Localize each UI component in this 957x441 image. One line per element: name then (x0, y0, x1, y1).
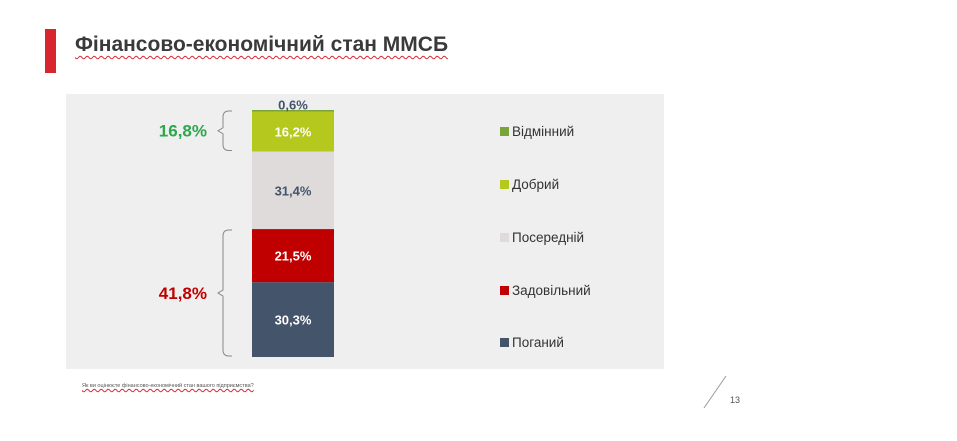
footnote: Як ви оцінюєте фінансово-економічний ста… (82, 383, 254, 389)
legend-swatch (500, 127, 509, 136)
legend-item-vidminnyi: Відмінний (500, 124, 574, 139)
legend-item-pohanyi: Поганий (500, 335, 564, 350)
bar-segment-2 (252, 151, 334, 230)
data-label-3: 16,2% (275, 124, 312, 139)
legend-label: Задовільний (512, 283, 591, 298)
legend-item-poserednii: Посередній (500, 230, 584, 245)
page-number: 13 (730, 395, 741, 405)
data-label-1: 21,5% (275, 249, 312, 264)
bar-segment-3 (252, 111, 334, 152)
legend-item-zadovilnyi: Задовільний (500, 283, 591, 298)
title-accent-bar (45, 29, 56, 73)
bar-segment-4 (252, 110, 334, 112)
legend-label: Посередній (512, 230, 585, 245)
legend-label: Поганий (512, 335, 564, 350)
legend-item-dobryi: Добрий (500, 177, 559, 192)
data-label-4: 0,6% (278, 98, 308, 113)
stacked-bar-chart: 30,3% 21,5% 31,4% 16,2% 0,6% 16,8% 41,8% (159, 98, 334, 357)
chart-panel: 30,3% 21,5% 31,4% 16,2% 0,6% 16,8% 41,8% Відмі… (66, 94, 664, 369)
legend-swatch (500, 180, 509, 189)
legend-swatch (500, 286, 509, 295)
data-label-0: 30,3% (275, 313, 312, 328)
legend-label: Відмінний (512, 124, 575, 139)
data-label-2: 31,4% (275, 183, 312, 198)
legend-swatch (500, 233, 509, 242)
page-title: Фінансово-економічний стан ММСБ (75, 33, 449, 56)
group-bracket-0 (217, 110, 232, 151)
bar-segment-1 (252, 229, 334, 283)
legend-swatch (500, 338, 509, 347)
group-total-label-1: 41,8% (159, 284, 207, 303)
legend-label: Добрий (512, 177, 560, 192)
bar-segment-0 (252, 282, 334, 357)
group-bracket-1 (217, 229, 232, 357)
group-total-label-0: 16,8% (159, 122, 207, 141)
